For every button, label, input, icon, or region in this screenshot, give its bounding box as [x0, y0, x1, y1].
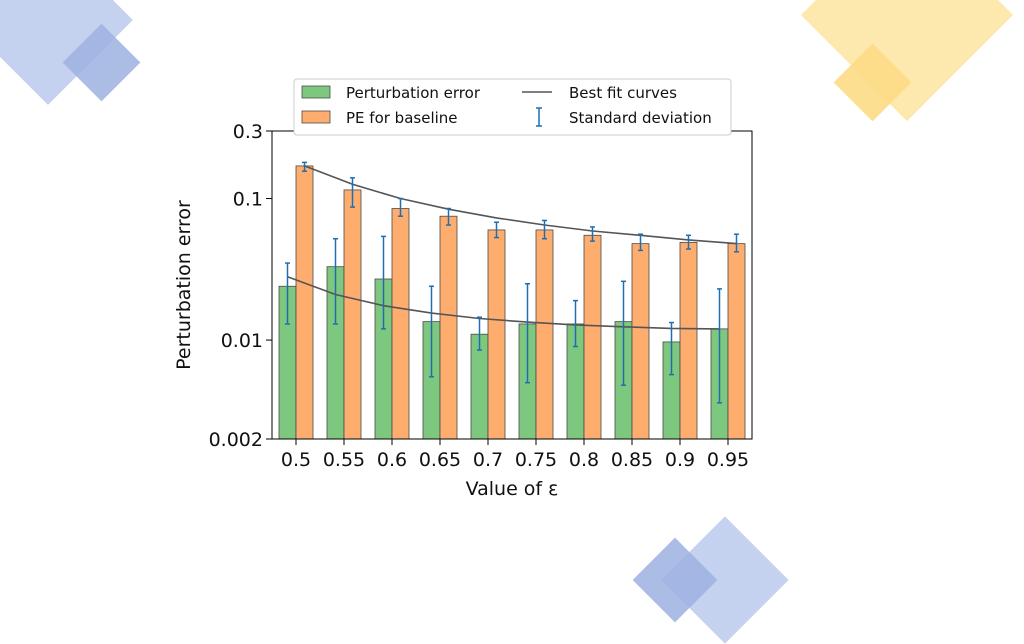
x-axis-title: Value of ε	[466, 478, 559, 500]
fit-curve-perturbation-error	[287, 276, 720, 330]
errorbar-pe-baseline-8	[686, 234, 691, 250]
bar-pe-baseline-3	[439, 215, 458, 440]
errorbar-pe-baseline-0	[302, 161, 307, 172]
bar-pe-baseline-2	[391, 208, 410, 440]
legend-label-pe-baseline: PE for baseline	[346, 109, 458, 127]
errorbar-perturbation-error-8	[669, 321, 674, 376]
y-tick-label-1: 0.1	[233, 189, 263, 211]
bar-pe-baseline-4	[487, 229, 506, 440]
errorbar-pe-baseline-3	[446, 207, 451, 226]
bars-layer	[278, 165, 746, 440]
errorbar-pe-baseline-4	[494, 221, 499, 239]
bar-pe-baseline-8	[679, 241, 698, 440]
legend-swatch-pe-baseline	[301, 110, 331, 124]
x-tick-label-5: 0.75	[515, 449, 557, 471]
x-tick-label-3: 0.65	[419, 449, 461, 471]
fit-curves-layer	[287, 165, 737, 330]
errorbar-perturbation-error-0	[285, 262, 290, 325]
errorbar-perturbation-error-1	[333, 237, 338, 325]
bar-pe-baseline-7	[631, 243, 650, 440]
bar-pe-baseline-5	[535, 229, 554, 440]
x-tick-label-8: 0.9	[665, 449, 695, 471]
legend-label-best-fit: Best fit curves	[569, 84, 677, 102]
x-tick-label-4: 0.7	[473, 449, 503, 471]
errorbar-perturbation-error-2	[381, 235, 386, 330]
fit-curve-pe-baseline	[304, 165, 737, 245]
x-tick-label-2: 0.6	[377, 449, 407, 471]
errorbar-pe-baseline-5	[542, 219, 547, 240]
errorbars-layer	[285, 161, 739, 404]
legend: Perturbation error Best fit curves PE fo…	[293, 78, 732, 136]
errorbar-perturbation-error-9	[717, 288, 722, 404]
chart: 0.3 0.1 0.01 0.002 0.5 0.55 0.6 0.65 0.7 0.75 0.8…	[173, 78, 753, 500]
bar-pe-baseline-0	[295, 165, 314, 440]
errorbar-perturbation-error-4	[477, 316, 482, 351]
bar-pe-baseline-6	[583, 234, 602, 440]
errorbar-perturbation-error-6	[573, 299, 578, 348]
errorbar-pe-baseline-2	[398, 197, 403, 217]
bar-pe-baseline-9	[727, 243, 746, 440]
y-axis-title: Perturbation error	[173, 200, 195, 370]
x-tick-label-6: 0.8	[569, 449, 599, 471]
errorbar-perturbation-error-5	[525, 282, 530, 384]
x-tick-label-0: 0.5	[281, 449, 311, 471]
legend-label-perturbation-error: Perturbation error	[346, 84, 481, 102]
errorbar-perturbation-error-3	[429, 285, 434, 378]
errorbar-pe-baseline-6	[590, 226, 595, 242]
legend-label-standard-deviation: Standard deviation	[569, 109, 712, 127]
x-tick-label-7: 0.85	[611, 449, 653, 471]
errorbar-perturbation-error-7	[621, 280, 626, 386]
legend-box	[293, 78, 732, 136]
x-tick-label-1: 0.55	[323, 449, 365, 471]
y-tick-label-2: 0.01	[221, 330, 263, 352]
bar-pe-baseline-1	[343, 189, 362, 440]
y-axis: 0.3 0.1 0.01 0.002	[209, 121, 272, 451]
errorbar-pe-baseline-9	[734, 233, 739, 253]
errorbar-pe-baseline-7	[638, 233, 643, 252]
legend-swatch-errorbar	[536, 107, 542, 127]
y-tick-label-0: 0.3	[233, 121, 263, 143]
legend-swatch-perturbation-error	[301, 85, 331, 99]
errorbar-pe-baseline-1	[350, 177, 355, 208]
x-axis: 0.5 0.55 0.6 0.65 0.7 0.75 0.8 0.85 0.9 0.95	[281, 439, 749, 471]
x-tick-label-9: 0.95	[707, 449, 749, 471]
y-tick-label-3: 0.002	[209, 429, 263, 451]
